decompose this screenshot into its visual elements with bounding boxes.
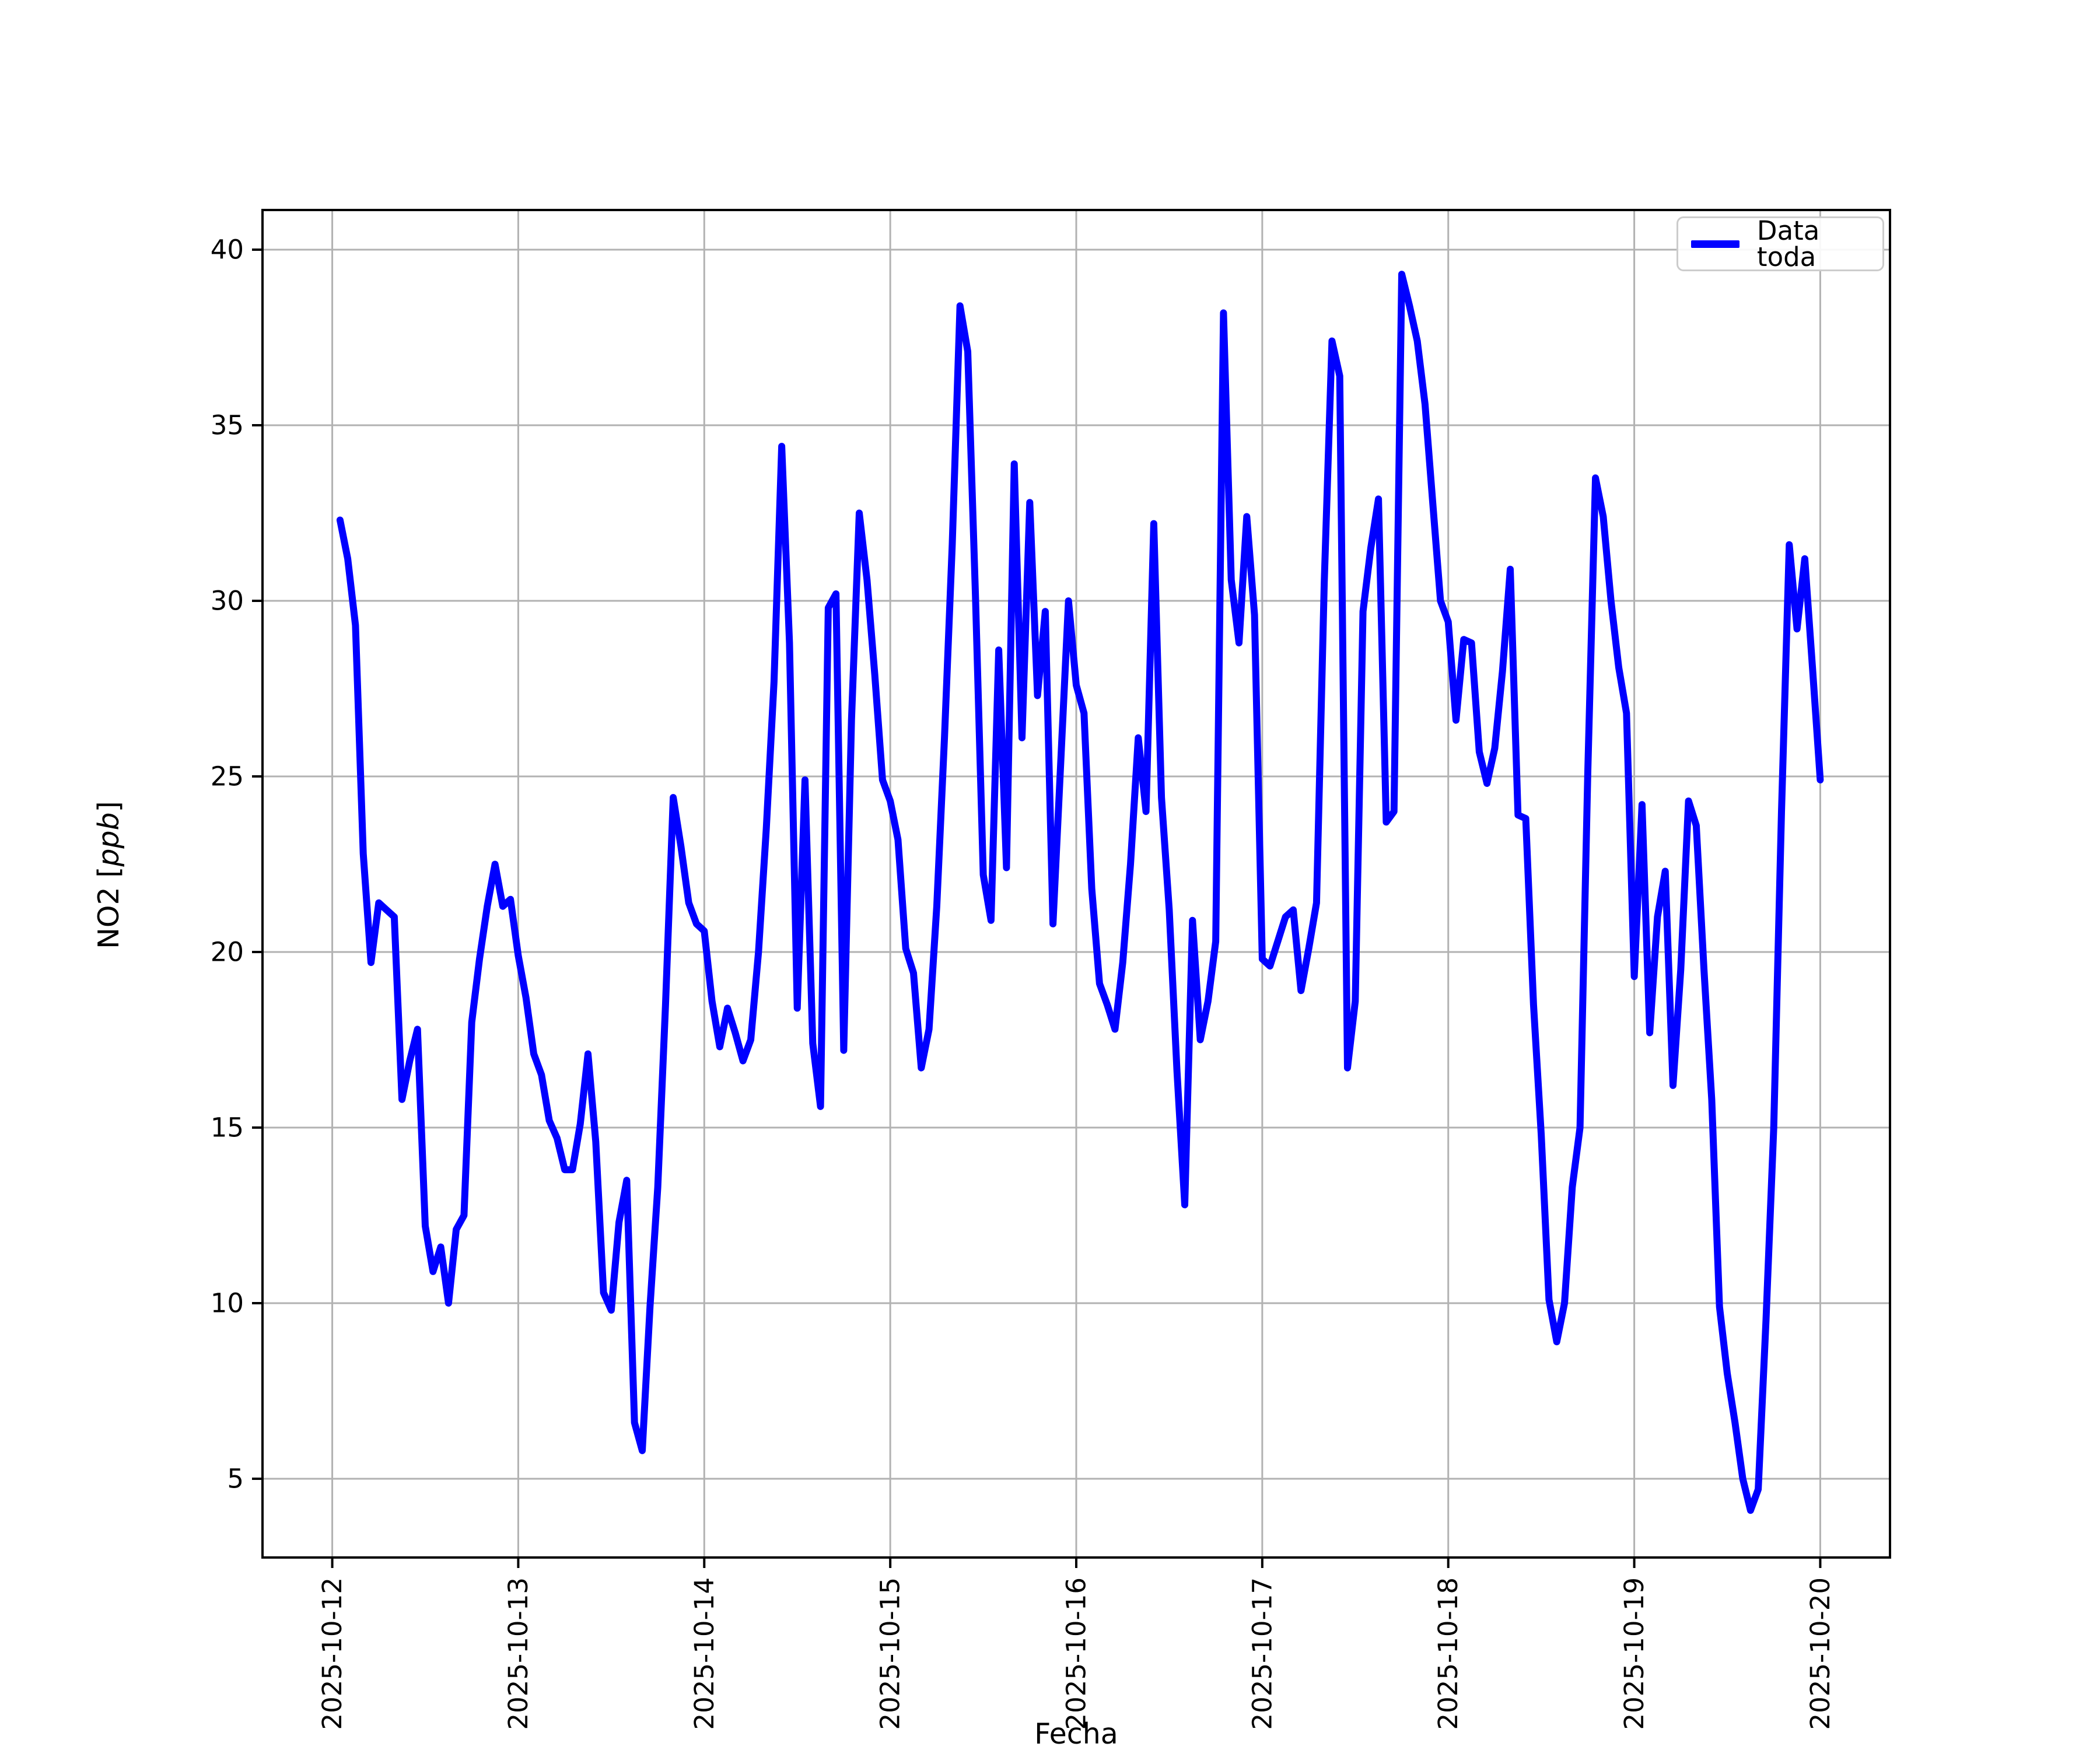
x-tick-label: 2025-10-16 — [1061, 1577, 1092, 1730]
x-tick-label: 2025-10-20 — [1805, 1577, 1836, 1730]
x-tick-label: 2025-10-12 — [317, 1577, 348, 1730]
data-line — [336, 271, 1824, 1514]
legend-label: Data toda — [1756, 215, 1820, 272]
x-axis-label: Fecha — [1034, 1717, 1118, 1750]
y-axis-label: NO2 [ppb] — [92, 636, 130, 1114]
y-tick-label: 5 — [227, 1464, 244, 1494]
y-axis-label-unit: ppb — [92, 812, 125, 867]
x-tick-label: 2025-10-15 — [875, 1577, 906, 1730]
x-tick-label: 2025-10-18 — [1433, 1577, 1464, 1730]
x-tick-label: 2025-10-17 — [1247, 1577, 1278, 1730]
legend-line-sample — [1691, 240, 1740, 248]
y-tick-label: 10 — [211, 1288, 244, 1319]
x-tick-label: 2025-10-19 — [1619, 1577, 1650, 1730]
y-axis-label-suffix: ] — [92, 801, 125, 813]
y-tick-label: 20 — [211, 937, 244, 968]
x-tick-label: 2025-10-14 — [689, 1577, 720, 1730]
y-tick-label: 40 — [211, 235, 244, 265]
legend: Data toda — [1676, 216, 1884, 271]
y-axis-label-prefix: NO2 [ — [92, 866, 125, 949]
x-tick-label: 2025-10-13 — [503, 1577, 534, 1730]
y-tick-label: 35 — [211, 410, 244, 441]
y-tick-label: 15 — [211, 1112, 244, 1143]
y-tick-label: 25 — [211, 761, 244, 792]
y-tick-label: 30 — [211, 586, 244, 617]
